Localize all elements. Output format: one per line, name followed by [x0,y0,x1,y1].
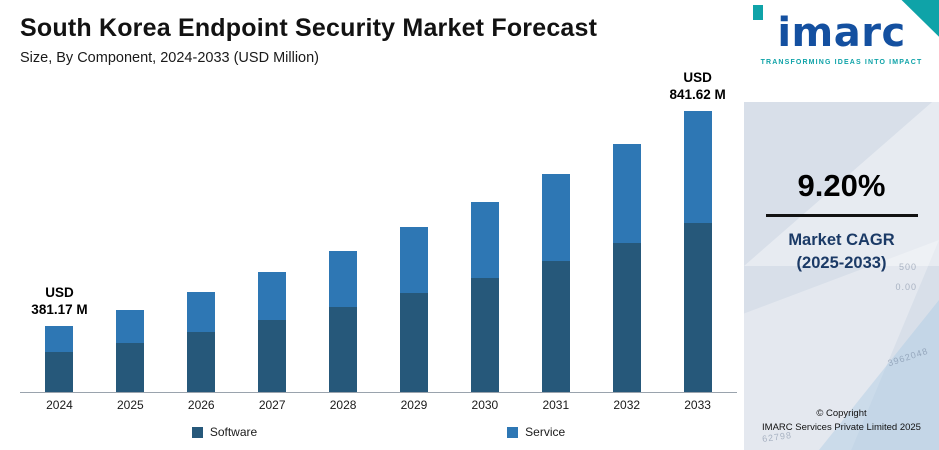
copyright-line1: © Copyright [816,407,867,419]
legend-swatch [191,426,203,438]
legend-swatch [507,426,519,438]
copyright-line2: IMARC Services Private Limited 2025 [762,422,921,434]
watermark-number: 500 [898,262,917,272]
x-axis-label: 2024 [46,398,73,412]
bar-segment-service [612,143,641,244]
bar-column [166,103,237,392]
legend-label: Software [209,425,258,439]
bar-segment-software [541,261,570,392]
bar-segment-software [399,293,428,392]
bar-annotation: USD 841.62 M [669,69,725,104]
bar-column: USD 841.62 M [662,70,733,392]
bar-segment-service [329,250,358,308]
bar-segment-service [116,309,145,343]
bar-segment-software [329,307,358,392]
page-subtitle: Size, By Component, 2024-2033 (USD Milli… [20,49,319,66]
brand-sidebar: 500 0.00 3962048 62798 imarc TRANSFORMIN… [744,0,939,450]
chart-panel: South Korea Endpoint Security Market For… [20,14,737,450]
bar-segment-service [683,110,712,224]
x-axis-label: 2033 [684,398,711,412]
bar-segment-service [541,174,570,262]
bar-column: USD 381.17 M [24,103,95,392]
x-axis-label: 2032 [613,398,641,412]
x-axis-label: 2026 [187,398,215,412]
x-axis-label: 2028 [329,398,357,412]
bar-segment-software [683,223,712,392]
copyright: © Copyright IMARC Services Private Limit… [744,407,939,436]
bar-segment-service [470,201,499,278]
bar-column [591,103,662,392]
watermark-number: 0.00 [895,282,917,292]
bar [683,110,712,392]
x-axis-label: 2025 [117,398,144,412]
bar-segment-software [45,352,74,392]
chart-legend: Software Service [20,412,737,450]
bar-segment-software [258,320,287,392]
x-axis-label: 2030 [471,398,499,412]
bar-segment-software [187,331,216,392]
cagr-label: Market CAGR (2025-2033) [744,229,939,275]
logo-tagline: TRANSFORMING IDEAS INTO IMPACT [760,59,923,66]
bar [187,291,216,392]
bar-segment-service [258,272,287,321]
legend-item-service: Service [507,425,565,439]
bar-column [95,103,166,392]
bar-segment-software [470,277,499,392]
stacked-bar-chart: USD 381.17 M USD 841.62 M 2024 2025 2026 2027 2… [20,70,737,450]
bar [470,201,499,392]
bar-column [308,103,379,392]
logo-wordmark: imarc [777,10,906,56]
bar-segment-service [187,291,216,332]
legend-label: Service [525,425,566,439]
x-axis-label: 2029 [400,398,428,412]
bar [116,309,145,392]
bar-segment-software [116,342,145,392]
bar-annotation-line: 381.17 M [31,302,88,318]
logo-accent-bar [753,5,763,20]
bar-column [520,103,591,392]
x-axis-label: 2027 [258,398,286,412]
bar-segment-service [45,325,74,353]
bar-annotation-line: 841.62 M [669,87,726,103]
bar-annotation: USD 381.17 M [31,284,87,319]
bar-column [379,103,450,392]
page-title: South Korea Endpoint Security Market For… [20,14,598,42]
cagr-divider [765,214,918,217]
x-axis: 2024 2025 2026 2027 2028 2029 2030 2031 2032 2033 [20,398,737,412]
bar [541,174,570,392]
bar-column [237,103,308,392]
bar [258,272,287,392]
cagr-value: 9.20% [797,168,886,203]
imarc-logo: imarc TRANSFORMING IDEAS INTO IMPACT [744,0,939,102]
bar [399,227,428,392]
bar-segment-software [612,243,641,392]
plot-area: USD 381.17 M USD 841.62 M [20,70,737,393]
bar-annotation-line: USD [683,69,712,85]
cagr-label-line1: Market CAGR [788,231,895,249]
cagr-label-line2: (2025-2033) [796,254,887,273]
bar [612,143,641,392]
legend-item-software: Software [191,425,258,439]
bar-segment-service [399,227,428,294]
bar [45,325,74,392]
cagr-block: 9.20% Market CAGR (2025-2033) [744,168,939,275]
bar [329,250,358,392]
x-axis-label: 2031 [542,398,570,412]
bar-column [449,103,520,392]
bar-annotation-line: USD [45,284,74,300]
